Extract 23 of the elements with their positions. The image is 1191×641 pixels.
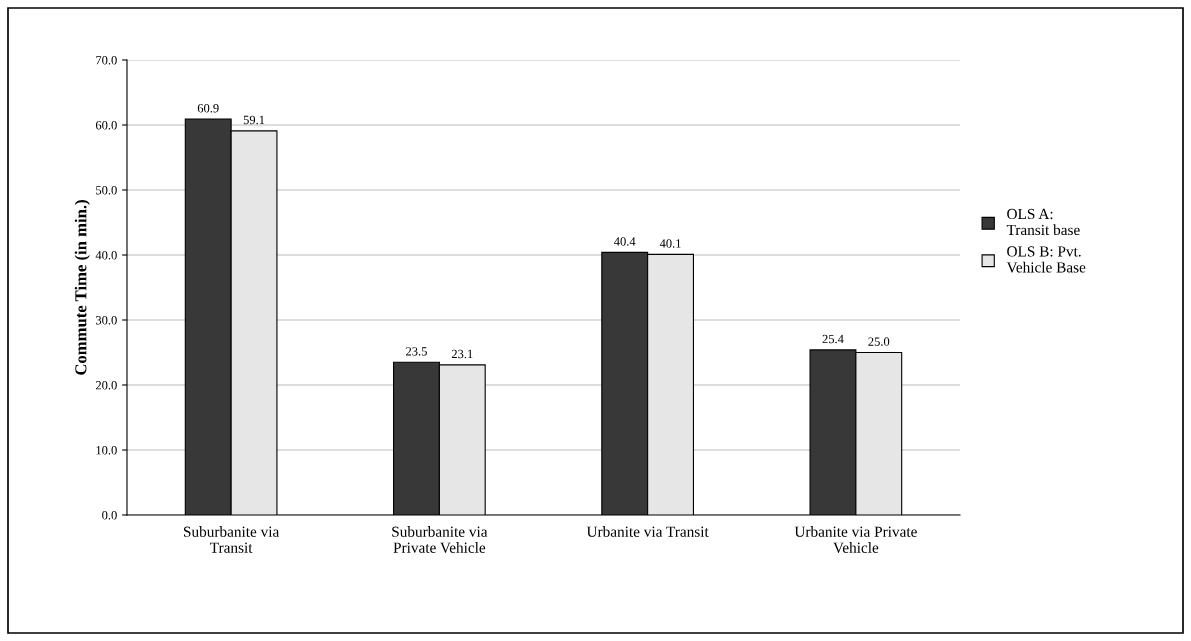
y-tick-label: 70.0 — [96, 56, 117, 65]
y-tick-label: 60.0 — [95, 121, 117, 130]
y-axis-title: Commute Time (in min.) — [74, 200, 90, 375]
data-label: 59.1 — [243, 115, 265, 125]
x-tick-label: Urbanite via Transit — [586, 526, 709, 537]
x-tick-label: Urbanite via Private Vehicle — [794, 526, 917, 553]
legend-label: OLS A: Transit base — [1006, 208, 1080, 236]
data-label: 23.1 — [451, 349, 473, 359]
y-tick-label: 30.0 — [96, 316, 117, 325]
y-tick-label: 0.0 — [102, 511, 117, 520]
data-label: 60.9 — [197, 104, 219, 113]
y-tick-label: 40.0 — [95, 251, 117, 260]
data-label: 25.0 — [868, 337, 890, 346]
y-tick-label: 50.0 — [96, 186, 117, 195]
data-label: 40.4 — [614, 237, 636, 246]
y-tick-label: 20.0 — [95, 381, 117, 390]
x-tick-label: Suburbanite via Private Vehicle — [392, 526, 488, 553]
data-label: 23.5 — [406, 347, 427, 356]
x-tick-label: Suburbanite via Transit — [183, 526, 280, 553]
legend-label: OLS B: Pvt. Vehicle Base — [1006, 246, 1086, 273]
data-label: 40.1 — [659, 239, 681, 248]
y-tick-label: 10.0 — [96, 446, 117, 455]
data-label: 25.4 — [822, 334, 844, 344]
